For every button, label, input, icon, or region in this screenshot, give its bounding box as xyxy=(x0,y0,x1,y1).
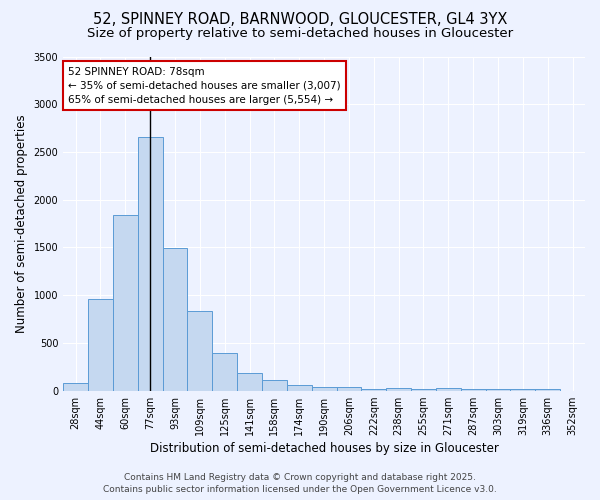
Bar xyxy=(337,388,361,390)
Bar xyxy=(138,136,163,390)
Bar xyxy=(511,389,535,390)
Bar xyxy=(386,388,411,390)
Text: 52, SPINNEY ROAD, BARNWOOD, GLOUCESTER, GL4 3YX: 52, SPINNEY ROAD, BARNWOOD, GLOUCESTER, … xyxy=(93,12,507,28)
Bar xyxy=(88,299,113,390)
Bar xyxy=(485,389,511,390)
Text: Contains HM Land Registry data © Crown copyright and database right 2025.
Contai: Contains HM Land Registry data © Crown c… xyxy=(103,472,497,494)
Bar xyxy=(361,389,386,390)
Bar xyxy=(63,383,88,390)
Bar xyxy=(436,388,461,390)
Bar xyxy=(212,353,237,391)
Bar xyxy=(237,373,262,390)
Bar xyxy=(311,387,337,390)
X-axis label: Distribution of semi-detached houses by size in Gloucester: Distribution of semi-detached houses by … xyxy=(149,442,499,455)
Y-axis label: Number of semi-detached properties: Number of semi-detached properties xyxy=(15,114,28,333)
Bar xyxy=(411,389,436,390)
Bar xyxy=(163,248,187,390)
Bar xyxy=(187,312,212,390)
Text: 52 SPINNEY ROAD: 78sqm
← 35% of semi-detached houses are smaller (3,007)
65% of : 52 SPINNEY ROAD: 78sqm ← 35% of semi-det… xyxy=(68,66,341,104)
Bar xyxy=(262,380,287,390)
Bar xyxy=(113,215,138,390)
Bar xyxy=(287,386,311,390)
Bar xyxy=(535,389,560,390)
Bar xyxy=(461,389,485,390)
Text: Size of property relative to semi-detached houses in Gloucester: Size of property relative to semi-detach… xyxy=(87,28,513,40)
